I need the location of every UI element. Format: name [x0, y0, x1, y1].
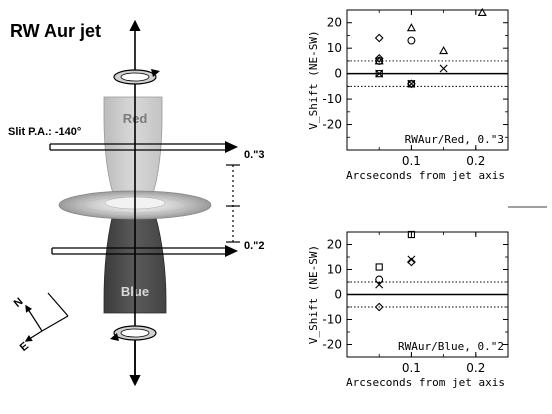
data-point-square — [375, 263, 383, 271]
y-tick-label: 10 — [327, 263, 342, 277]
x-tick-label: 0.2 — [466, 361, 485, 375]
y-tick-label: 20 — [327, 238, 342, 252]
data-point-square — [375, 70, 383, 78]
data-point-triangle — [477, 7, 487, 16]
y-tick-label: -10 — [322, 313, 342, 327]
data-point-triangle — [439, 45, 449, 55]
compass-north-label: N — [12, 296, 26, 310]
y-tick-label: -20 — [322, 338, 342, 352]
data-point-cross — [407, 255, 416, 264]
offset-bracket — [226, 164, 240, 243]
data-point-cross — [407, 79, 416, 88]
jet-diagram: RW Aur jet Red Blue — [8, 19, 265, 387]
slit-lower — [51, 245, 238, 257]
data-point-cross — [375, 69, 384, 78]
compass — [24, 292, 69, 342]
offset-bottom-label: 0."2 — [244, 240, 265, 252]
x-tick-label: 0.1 — [402, 361, 421, 375]
data-point-circle — [375, 275, 384, 284]
data-point-cross — [375, 280, 384, 289]
data-point-circle — [407, 36, 416, 45]
data-point-diamond — [374, 33, 384, 43]
rotation-arrow-bottom-icon — [110, 325, 157, 341]
x-tick-label: 0.2 — [466, 154, 485, 168]
panel-label: RWAur/Blue, 0."2 — [398, 340, 504, 353]
rotation-arrow-top-icon — [113, 69, 160, 85]
plot-frame — [346, 9, 509, 151]
slit-pa-label: Slit P.A.: -140° — [8, 126, 81, 138]
data-point-diamond — [407, 257, 416, 267]
panel-label: RWAur/Red, 0."3 — [405, 133, 504, 146]
slit-upper — [49, 141, 238, 153]
data-point-square — [407, 80, 416, 88]
y-tick-label: 10 — [327, 41, 342, 55]
y-axis-label: V_Shift (NE-SW) — [307, 245, 320, 344]
data-point-square — [407, 230, 416, 239]
x-axis-label: Arcseconds from jet axis — [346, 169, 505, 182]
y-tick-label: -20 — [322, 118, 342, 132]
compass-east-label: E — [18, 340, 31, 354]
y-tick-label: -10 — [322, 92, 342, 106]
data-point-diamond — [374, 302, 384, 312]
x-tick-label: 0.1 — [402, 154, 421, 168]
y-tick-label: 0 — [334, 288, 342, 302]
data-point-triangle — [406, 23, 416, 32]
y-tick-label: 20 — [327, 16, 342, 30]
offset-top-label: 0."3 — [244, 149, 265, 161]
y-tick-label: 0 — [334, 67, 342, 81]
data-point-circle — [375, 56, 384, 65]
diagram-title: RW Aur jet — [10, 21, 101, 41]
data-point-cross — [439, 64, 448, 73]
data-point-diamond — [374, 53, 384, 63]
x-axis-label: Arcseconds from jet axis — [346, 376, 505, 389]
y-axis-label: V_Shift (NE-SW) — [307, 30, 320, 129]
